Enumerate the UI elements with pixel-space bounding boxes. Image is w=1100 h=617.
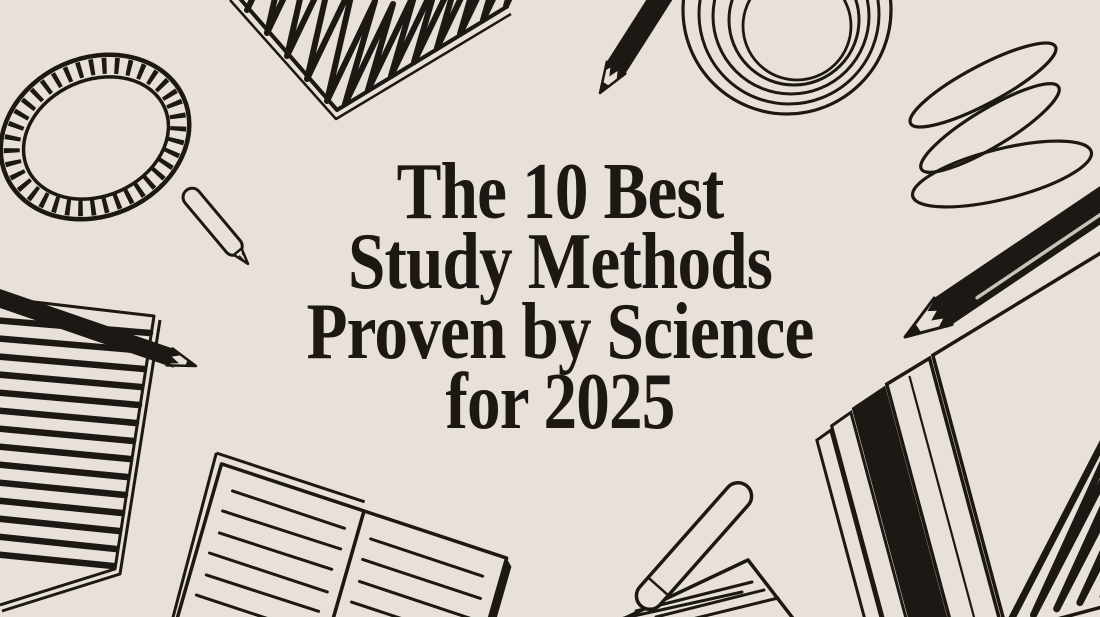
loop-scribble-icon (908, 41, 1094, 209)
marker-pen-icon (634, 480, 754, 612)
page-corner-icon (622, 558, 795, 617)
headline: The 10 Best Study Methods Proven by Scie… (10, 148, 1100, 446)
book-stack-icon (815, 208, 1100, 617)
tape-roll-icon (681, 0, 893, 116)
scribbled-page-icon (229, 0, 513, 121)
top-pencil-icon (598, 0, 701, 95)
open-notebook-icon (167, 451, 512, 617)
headline-line-4: for 2025 (445, 358, 675, 446)
small-pen-icon (181, 186, 250, 266)
headline-line-3: Proven by Science (306, 288, 814, 376)
headline-line-2: Study Methods (347, 218, 773, 306)
left-pencil-icon (0, 276, 198, 368)
large-pencil-icon (903, 144, 1100, 339)
headline-line-1: The 10 Best (396, 148, 725, 236)
